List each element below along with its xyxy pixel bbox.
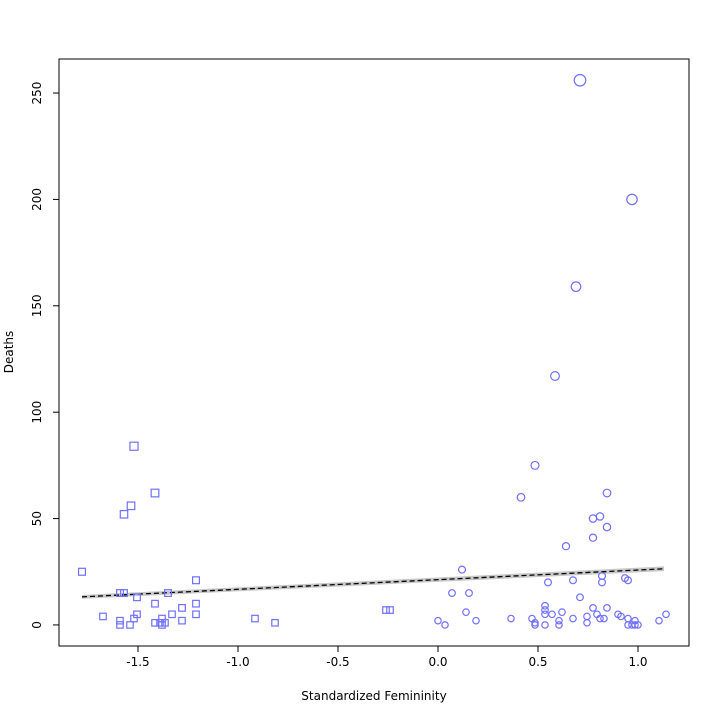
y-tick-label: 250 [30, 82, 44, 105]
y-tick-label: 100 [30, 401, 44, 424]
point [192, 610, 200, 619]
point [603, 604, 611, 612]
point [617, 612, 625, 621]
y-tick-label: 0 [30, 621, 44, 629]
point [116, 616, 124, 625]
point [178, 616, 186, 625]
point [558, 608, 566, 617]
point [631, 621, 639, 629]
y-tick-label: 50 [30, 511, 44, 526]
y-axis-label: Deaths [2, 331, 16, 374]
point [99, 612, 107, 621]
point [462, 608, 470, 617]
point [465, 589, 473, 597]
point [541, 606, 549, 614]
point [251, 614, 259, 623]
point [133, 593, 141, 602]
x-tick-label: 0.0 [428, 655, 447, 669]
point [569, 614, 577, 623]
point [602, 488, 612, 498]
point [120, 589, 128, 597]
point [550, 371, 560, 381]
point [156, 618, 164, 627]
point [382, 606, 390, 614]
point [161, 618, 169, 627]
point [588, 514, 598, 523]
point [129, 441, 139, 451]
point [623, 576, 633, 585]
point [588, 533, 598, 542]
point [596, 614, 604, 623]
point [600, 614, 608, 623]
point [516, 492, 526, 502]
fit-line [81, 568, 665, 598]
point [634, 621, 642, 629]
y-tick-label: 200 [30, 188, 44, 211]
point [119, 509, 129, 519]
point [541, 621, 549, 629]
point [662, 610, 670, 619]
point [541, 601, 549, 610]
point [597, 578, 606, 587]
point [130, 614, 138, 623]
point [116, 621, 124, 629]
x-tick-label: -1.5 [126, 655, 149, 669]
point [583, 612, 591, 621]
x-tick-label: 1.0 [628, 655, 647, 669]
plot-frame [58, 58, 690, 647]
y-tick-label: 150 [30, 294, 44, 317]
point [576, 593, 584, 602]
x-tick-label: -1.0 [226, 655, 249, 669]
x-tick-label: 0.5 [528, 655, 547, 669]
point [568, 576, 578, 585]
point [434, 616, 442, 625]
point [126, 501, 136, 511]
point [573, 73, 587, 87]
point [192, 599, 200, 608]
point [561, 542, 571, 551]
point [543, 578, 552, 587]
point [531, 618, 539, 627]
point [531, 621, 539, 629]
point [386, 606, 394, 614]
point [178, 604, 186, 612]
point [168, 610, 176, 619]
point [602, 522, 612, 532]
point [151, 599, 159, 608]
point [541, 610, 549, 619]
point [570, 281, 582, 293]
point [555, 621, 563, 629]
point [191, 576, 201, 585]
point [150, 488, 160, 498]
point [271, 618, 279, 627]
point [457, 565, 467, 574]
point [624, 614, 632, 623]
point [126, 621, 134, 629]
point [589, 604, 597, 612]
point [472, 616, 480, 625]
point [77, 567, 87, 576]
point [164, 589, 172, 597]
point [441, 621, 449, 629]
point [116, 589, 124, 597]
x-axis-label: Standardized Femininity [301, 689, 446, 703]
point [583, 618, 591, 627]
point [595, 512, 605, 521]
point [530, 460, 540, 470]
point [448, 589, 456, 597]
point [555, 616, 563, 625]
point [548, 610, 556, 619]
point [655, 616, 663, 625]
x-tick-label: -0.5 [326, 655, 349, 669]
point [626, 193, 638, 206]
point [507, 614, 515, 623]
